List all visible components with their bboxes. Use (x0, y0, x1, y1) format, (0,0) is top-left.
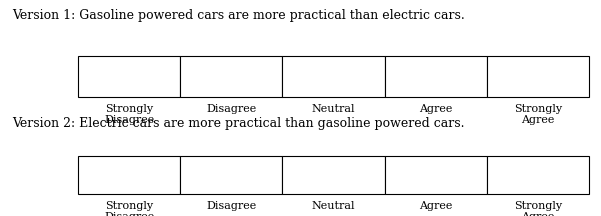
Bar (282, 156, 385, 194)
Text: Strongly
Agree: Strongly Agree (514, 201, 562, 216)
Bar (78, 156, 180, 194)
Text: Disagree: Disagree (206, 104, 257, 114)
Text: Strongly
Disagree: Strongly Disagree (104, 201, 154, 216)
Text: Strongly
Agree: Strongly Agree (514, 104, 562, 125)
Bar (78, 56, 180, 97)
Text: Agree: Agree (419, 104, 453, 114)
Text: Version 2: Electric cars are more practical than gasoline powered cars.: Version 2: Electric cars are more practi… (12, 117, 465, 130)
Text: Neutral: Neutral (312, 201, 355, 211)
Bar (487, 56, 589, 97)
Text: Disagree: Disagree (206, 201, 257, 211)
Text: Neutral: Neutral (312, 104, 355, 114)
Bar (180, 56, 282, 97)
Bar (180, 156, 282, 194)
Text: Strongly
Disagree: Strongly Disagree (104, 104, 154, 125)
Bar (385, 56, 487, 97)
Text: Version 1: Gasoline powered cars are more practical than electric cars.: Version 1: Gasoline powered cars are mor… (12, 9, 465, 22)
Bar (487, 156, 589, 194)
Text: Agree: Agree (419, 201, 453, 211)
Bar (385, 156, 487, 194)
Bar (282, 56, 385, 97)
